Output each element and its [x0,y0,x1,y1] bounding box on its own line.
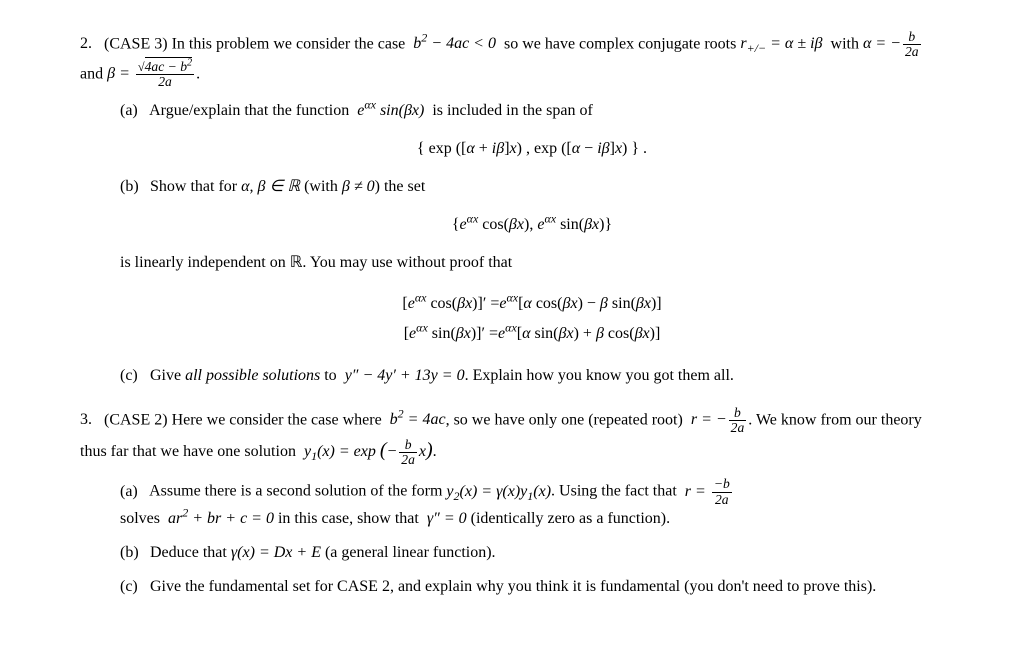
cond: α, β ∈ ℝ [241,178,300,195]
text: Give the fundamental set for CASE 2, and… [150,578,876,595]
beta-neq: β ≠ 0 [342,178,375,195]
text: (a general linear function). [325,544,496,561]
r-expr: r = −b2a [685,483,734,500]
text: . Explain how you know you got them all. [465,367,734,384]
text: ) the set [375,178,426,195]
text: Deduce that [150,544,227,561]
subitem-3c: (c) Give the fundamental set for CASE 2,… [120,575,944,599]
alpha-eq: α = −b2a [863,35,923,52]
case-label: (CASE 2) [104,411,168,428]
intro-text-b: , so we have only one (repeated root) [446,411,683,428]
subitem-2c: (c) Give all possible solutions to y″ − … [120,364,944,388]
intro-text: Here we consider the case where [172,411,382,428]
text: (identically zero as a function). [471,510,670,527]
text: to [324,367,336,384]
text: Assume there is a second solution of the… [149,483,442,500]
beta-eq: β = √4ac − b22a [107,65,196,82]
problem-number: 3. [80,408,100,432]
set-display: {eαx cos(βx), eαx sin(βx)} [120,213,944,237]
text: (with [304,178,338,195]
emphasis: all possible solutions [185,367,320,384]
discriminant: b2 − 4ac < 0 [413,35,496,52]
y2-eq: y2(x) = γ(x)y1(x) [446,483,551,500]
case-label: (CASE 3) [104,35,168,52]
subitem-2a: (a) Argue/explain that the function eαx … [120,99,944,161]
subitem-label: (c) [120,575,146,599]
subitem-label: (c) [120,364,146,388]
ode: y″ − 4y′ + 13y = 0 [345,367,465,384]
text: Show that for [150,178,237,195]
gamma-eq: γ″ = 0 [427,510,467,527]
func: eαx sin(βx) [357,102,424,119]
subitem-label: (b) [120,175,146,199]
text: Give [150,367,181,384]
subitem-label: (a) [120,480,146,504]
with-text: with [831,35,859,52]
char-eq: ar2 + br + c = 0 [168,510,274,527]
span-set-display: { exp ([α + iβ]x) , exp ([α − iβ]x) } . [120,137,944,161]
text: is linearly independent on ℝ. You may us… [120,251,944,275]
text: solves [120,510,160,527]
gamma-sol: γ(x) = Dx + E [231,544,321,561]
text: in this case, show that [278,510,419,527]
subitem-3a: (a) Assume there is a second solution of… [120,477,944,531]
text: Argue/explain that the function [149,102,349,119]
problem-2: 2. (CASE 3) In this problem we consider … [80,30,944,388]
and-text: and [80,65,103,82]
r-eq: r = −b2a [691,411,748,428]
problem-3: 3. (CASE 2) Here we consider the case wh… [80,406,944,599]
intro-text: In this problem we consider the case [172,35,406,52]
subitem-label: (a) [120,99,146,123]
problem-number: 2. [80,32,100,56]
discr: b2 = 4ac [390,411,446,428]
deriv-display: [eαx cos(βx)]′ =eαx[α cos(βx) − β sin(βx… [120,289,944,350]
text: . Using the fact that [551,483,677,500]
roots-expr: r+/− = α ± iβ [740,35,822,52]
text: is included in the span of [432,102,592,119]
subitem-2b: (b) Show that for α, β ∈ ℝ (with β ≠ 0) … [120,175,944,350]
y1-eq: y1(x) = exp (−b2ax) [304,443,433,460]
subitem-label: (b) [120,541,146,565]
subitem-3b: (b) Deduce that γ(x) = Dx + E (a general… [120,541,944,565]
intro-text-b: so we have complex conjugate roots [504,35,736,52]
